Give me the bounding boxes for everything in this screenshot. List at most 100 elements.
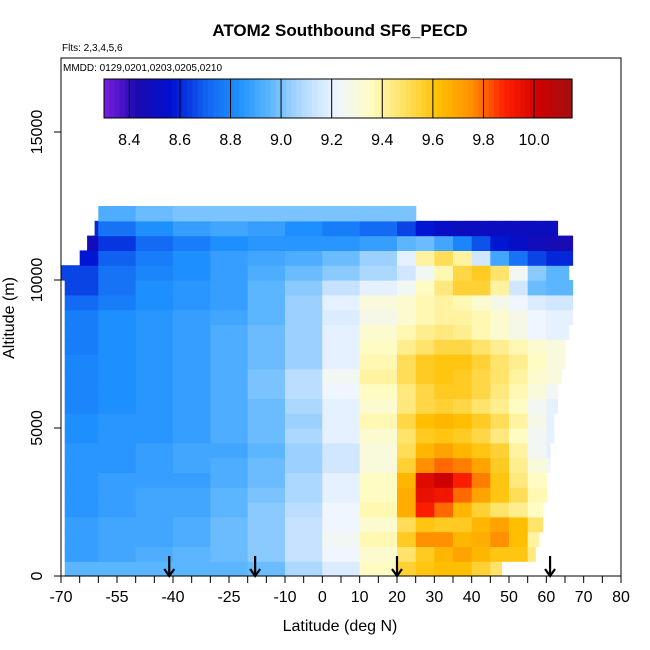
heatmap-cell xyxy=(322,354,361,370)
heatmap-cell xyxy=(64,487,99,503)
heatmap-cell xyxy=(509,546,529,562)
colorbar-segment xyxy=(566,79,573,118)
heatmap-cell xyxy=(415,368,435,385)
heatmap-cell xyxy=(453,516,473,533)
heatmap-cell xyxy=(434,339,454,355)
heatmap-cell xyxy=(509,428,529,444)
heatmap-cell xyxy=(98,220,137,237)
colorbar-segment xyxy=(353,79,360,118)
heatmap-cell xyxy=(490,457,510,473)
heatmap-cell xyxy=(453,428,473,444)
heatmap-cell xyxy=(247,487,286,503)
heatmap-cell xyxy=(415,472,435,488)
heatmap-cell xyxy=(247,220,286,237)
heatmap-cell xyxy=(359,457,398,473)
colorbar-segment xyxy=(234,79,240,118)
colorbar-segment xyxy=(514,79,521,118)
colorbar-segment xyxy=(374,79,381,118)
heatmap-cell xyxy=(210,294,249,311)
heatmap-cell xyxy=(210,531,249,547)
heatmap-cell xyxy=(285,457,323,473)
colorbar-segment xyxy=(119,79,126,118)
heatmap-cell xyxy=(471,561,491,577)
heatmap-cell xyxy=(135,457,174,473)
heatmap-cell xyxy=(453,531,473,547)
heatmap-cell xyxy=(397,561,417,577)
heatmap-cell xyxy=(453,502,473,518)
heatmap-cell xyxy=(453,457,473,473)
heatmap-cell xyxy=(64,457,99,473)
heatmap-cell xyxy=(247,457,286,473)
heatmap-cell xyxy=(397,309,417,325)
colorbar-segment xyxy=(327,79,334,118)
heatmap-cell xyxy=(490,398,510,414)
heatmap-cell xyxy=(98,472,137,488)
heatmap-cell xyxy=(210,368,249,385)
heatmap-cell xyxy=(509,324,529,340)
colorbar-segment xyxy=(421,79,427,118)
heatmap-cell xyxy=(415,546,435,562)
heatmap-cell xyxy=(210,220,249,237)
heatmap-cell xyxy=(64,339,99,355)
heatmap-cell xyxy=(415,428,435,444)
heatmap-cell xyxy=(98,383,137,399)
heatmap-cell xyxy=(509,531,529,547)
heatmap-cell xyxy=(490,472,510,488)
heatmap-cell xyxy=(527,546,536,562)
colorbar-segment xyxy=(483,79,490,118)
colorbar-segment xyxy=(343,79,349,118)
heatmap-cell xyxy=(527,457,547,473)
heatmap-cell xyxy=(98,354,137,370)
heatmap-cell xyxy=(173,294,211,311)
colorbar-segment xyxy=(322,79,329,118)
heatmap-cell xyxy=(471,309,491,325)
heatmap-cell xyxy=(98,516,137,533)
colorbar-tick-label: 9.2 xyxy=(321,132,343,149)
heatmap-cell xyxy=(247,324,286,340)
colorbar-segment xyxy=(431,79,438,118)
heatmap-cell xyxy=(173,502,211,518)
heatmap-cell xyxy=(546,413,555,429)
heatmap-cell xyxy=(527,280,547,296)
heatmap-cell xyxy=(434,280,454,296)
heatmap-cell xyxy=(565,235,574,251)
heatmap-cell xyxy=(98,561,137,577)
colorbar-segment xyxy=(114,79,121,118)
heatmap-cell xyxy=(359,368,398,385)
heatmap-cell xyxy=(210,324,249,340)
colorbar-segment xyxy=(135,79,141,118)
heatmap-cell xyxy=(135,294,174,311)
heatmap-cell xyxy=(434,531,454,547)
heatmap-cell xyxy=(210,339,249,355)
colorbar-segment xyxy=(530,79,537,118)
heatmap-cell xyxy=(415,309,435,325)
heatmap-cell xyxy=(64,531,99,547)
heatmap-cell xyxy=(453,487,473,503)
heatmap-cell xyxy=(98,235,137,251)
heatmap-cell xyxy=(79,250,99,266)
colorbar-segment xyxy=(488,79,495,118)
heatmap-cell xyxy=(173,428,211,444)
heatmap-cell xyxy=(173,413,211,429)
heatmap-cell xyxy=(453,235,473,251)
heatmap-cell xyxy=(359,339,398,355)
heatmap-cell xyxy=(490,280,510,296)
heatmap-cell xyxy=(322,546,361,562)
chart-title: ATOM2 Southbound SF6_PECD xyxy=(212,21,467,40)
colorbar-segment xyxy=(296,79,303,118)
heatmap-cell xyxy=(527,250,547,266)
y-axis-label: Altitude (m) xyxy=(1,277,18,359)
colorbar-segment xyxy=(317,79,323,118)
heatmap-cell xyxy=(359,294,398,311)
heatmap-cell xyxy=(397,250,417,266)
heatmap-cell xyxy=(322,280,361,296)
heatmap-cell xyxy=(64,354,99,370)
heatmap-cell xyxy=(471,502,491,518)
heatmap-cell xyxy=(173,383,211,399)
heatmap-cell xyxy=(415,354,435,370)
heatmap-cell xyxy=(135,502,174,518)
heatmap-cell xyxy=(415,516,435,533)
heatmap-cell xyxy=(397,428,417,444)
heatmap-cell xyxy=(434,398,454,414)
